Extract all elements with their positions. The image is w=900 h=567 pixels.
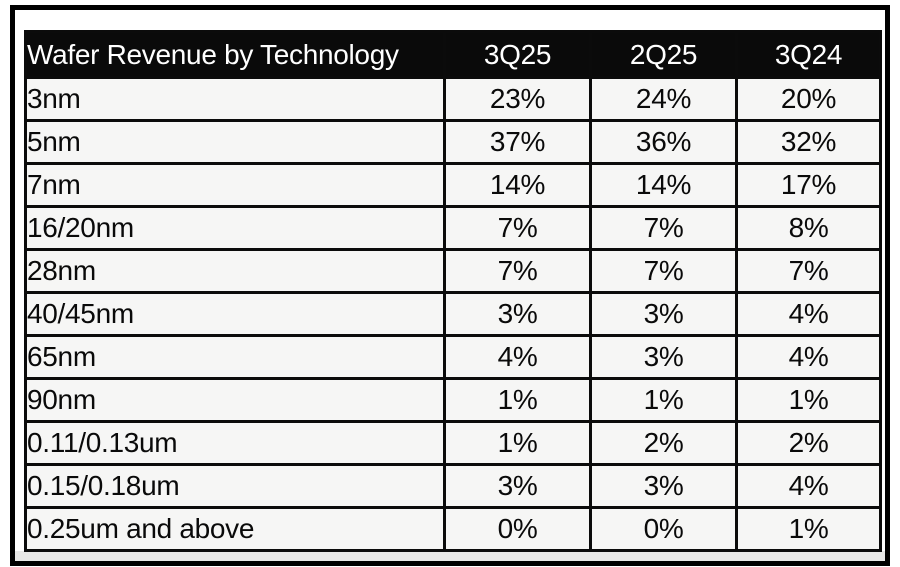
cell-value-2q25: 3% [589, 463, 738, 509]
row-label-technology: 16/20nm [24, 205, 446, 251]
table-row: 0.25um and above 0% 0% 1% [24, 506, 882, 552]
row-label-technology: 0.11/0.13um [24, 420, 446, 466]
row-label-technology: 90nm [24, 377, 446, 423]
table-row: 0.15/0.18um 3% 3% 4% [24, 463, 882, 509]
cell-value-3q25: 4% [443, 334, 592, 380]
row-label-technology: 65nm [24, 334, 446, 380]
cell-value-3q24: 32% [735, 119, 882, 165]
cell-value-3q24: 2% [735, 420, 882, 466]
row-label-technology: 28nm [24, 248, 446, 294]
cell-value-2q25: 1% [589, 377, 738, 423]
cell-value-2q25: 7% [589, 205, 738, 251]
cell-value-3q24: 4% [735, 334, 882, 380]
table-row: 7nm 14% 14% 17% [24, 162, 882, 208]
cell-value-3q24: 4% [735, 463, 882, 509]
column-header-3q25: 3Q25 [443, 30, 592, 79]
column-header-3q24: 3Q24 [735, 30, 882, 79]
wafer-revenue-table: Wafer Revenue by Technology 3Q25 2Q25 3Q… [24, 30, 882, 552]
cell-value-2q25: 3% [589, 334, 738, 380]
cell-value-3q25: 23% [443, 76, 592, 122]
table-row: 16/20nm 7% 7% 8% [24, 205, 882, 251]
table-row: 5nm 37% 36% 32% [24, 119, 882, 165]
bottom-strip [15, 551, 885, 561]
cell-value-3q25: 3% [443, 291, 592, 337]
cell-value-3q25: 0% [443, 506, 592, 552]
table-row: 65nm 4% 3% 4% [24, 334, 882, 380]
cell-value-2q25: 0% [589, 506, 738, 552]
cell-value-3q24: 8% [735, 205, 882, 251]
cell-value-3q24: 1% [735, 377, 882, 423]
cell-value-3q25: 7% [443, 248, 592, 294]
cell-value-3q25: 37% [443, 119, 592, 165]
cell-value-3q25: 14% [443, 162, 592, 208]
cell-value-3q25: 7% [443, 205, 592, 251]
cell-value-3q25: 1% [443, 420, 592, 466]
row-label-technology: 7nm [24, 162, 446, 208]
cell-value-3q24: 20% [735, 76, 882, 122]
row-label-technology: 3nm [24, 76, 446, 122]
row-label-technology: 0.25um and above [24, 506, 446, 552]
cell-value-2q25: 7% [589, 248, 738, 294]
row-label-technology: 40/45nm [24, 291, 446, 337]
row-label-technology: 5nm [24, 119, 446, 165]
cell-value-2q25: 24% [589, 76, 738, 122]
cell-value-2q25: 14% [589, 162, 738, 208]
table-row: 90nm 1% 1% 1% [24, 377, 882, 423]
table-row: 40/45nm 3% 3% 4% [24, 291, 882, 337]
header-row: Wafer Revenue by Technology 3Q25 2Q25 3Q… [24, 30, 882, 79]
cell-value-2q25: 3% [589, 291, 738, 337]
cell-value-2q25: 36% [589, 119, 738, 165]
row-label-technology: 0.15/0.18um [24, 463, 446, 509]
cell-value-3q25: 3% [443, 463, 592, 509]
column-header-2q25: 2Q25 [589, 30, 738, 79]
table-row: 28nm 7% 7% 7% [24, 248, 882, 294]
table-row: 0.11/0.13um 1% 2% 2% [24, 420, 882, 466]
cell-value-3q25: 1% [443, 377, 592, 423]
cell-value-3q24: 17% [735, 162, 882, 208]
cell-value-2q25: 2% [589, 420, 738, 466]
table-title-cell: Wafer Revenue by Technology [24, 30, 446, 79]
cell-value-3q24: 1% [735, 506, 882, 552]
cell-value-3q24: 4% [735, 291, 882, 337]
cell-value-3q24: 7% [735, 248, 882, 294]
table-row: 3nm 23% 24% 20% [24, 76, 882, 122]
